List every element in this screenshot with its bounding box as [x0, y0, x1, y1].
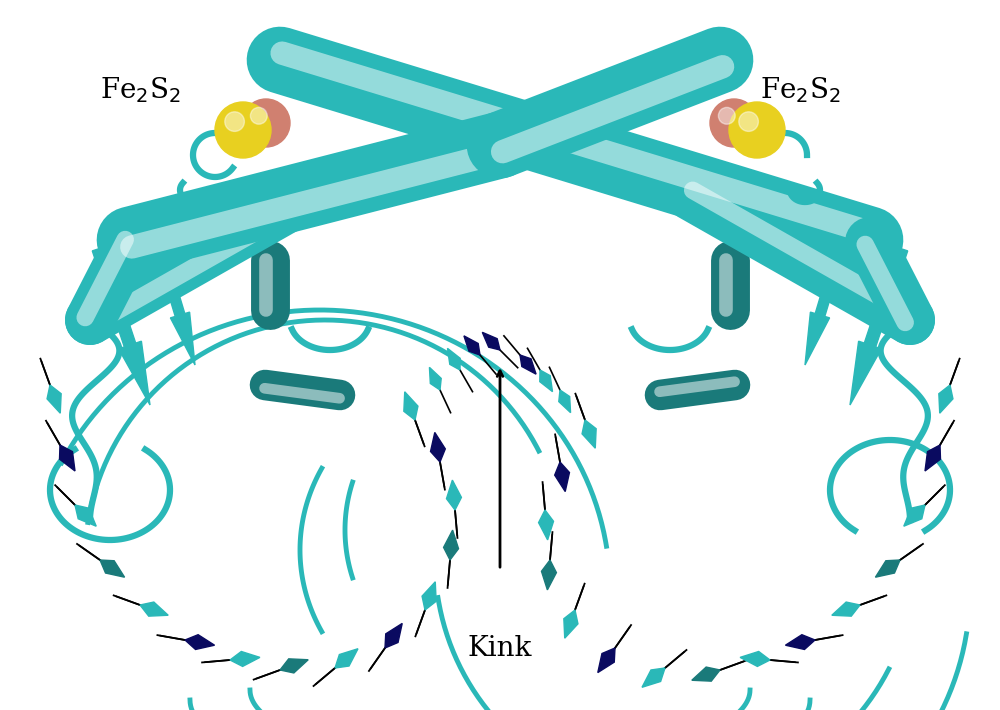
Polygon shape: [559, 390, 571, 413]
Polygon shape: [642, 668, 665, 687]
Circle shape: [718, 107, 735, 124]
Polygon shape: [832, 602, 860, 616]
Polygon shape: [785, 635, 815, 650]
Polygon shape: [47, 385, 61, 413]
Polygon shape: [100, 560, 125, 577]
Polygon shape: [429, 367, 441, 390]
Polygon shape: [805, 234, 849, 365]
Polygon shape: [446, 480, 461, 510]
Text: Fe$_2$S$_2$: Fe$_2$S$_2$: [760, 75, 841, 105]
Polygon shape: [464, 336, 480, 355]
Circle shape: [242, 99, 290, 147]
Polygon shape: [60, 445, 75, 471]
Polygon shape: [404, 392, 418, 420]
Polygon shape: [431, 432, 445, 462]
Text: Kink: Kink: [468, 635, 532, 662]
Polygon shape: [75, 505, 96, 526]
Polygon shape: [185, 635, 215, 650]
Circle shape: [710, 99, 758, 147]
Polygon shape: [555, 462, 569, 491]
Polygon shape: [904, 505, 925, 526]
Polygon shape: [564, 610, 578, 638]
Polygon shape: [444, 530, 459, 560]
Polygon shape: [539, 510, 554, 540]
Polygon shape: [280, 659, 308, 673]
Polygon shape: [740, 652, 770, 667]
Polygon shape: [448, 349, 460, 370]
Polygon shape: [422, 581, 436, 610]
Polygon shape: [482, 332, 500, 350]
Circle shape: [739, 111, 758, 131]
Polygon shape: [692, 667, 720, 681]
Polygon shape: [939, 385, 953, 413]
Circle shape: [250, 107, 267, 124]
Polygon shape: [875, 560, 900, 577]
Polygon shape: [541, 560, 556, 590]
Polygon shape: [92, 247, 150, 405]
Polygon shape: [335, 649, 358, 668]
Text: Fe$_2$S$_2$: Fe$_2$S$_2$: [100, 75, 181, 105]
Polygon shape: [582, 420, 596, 448]
Polygon shape: [520, 355, 536, 374]
Polygon shape: [140, 602, 168, 616]
Circle shape: [225, 111, 244, 131]
Polygon shape: [850, 247, 908, 405]
Circle shape: [215, 102, 271, 158]
Circle shape: [729, 102, 785, 158]
Polygon shape: [925, 445, 940, 471]
Polygon shape: [598, 648, 615, 672]
Polygon shape: [151, 234, 195, 365]
Polygon shape: [385, 623, 402, 648]
Polygon shape: [540, 370, 552, 392]
Polygon shape: [230, 652, 260, 667]
